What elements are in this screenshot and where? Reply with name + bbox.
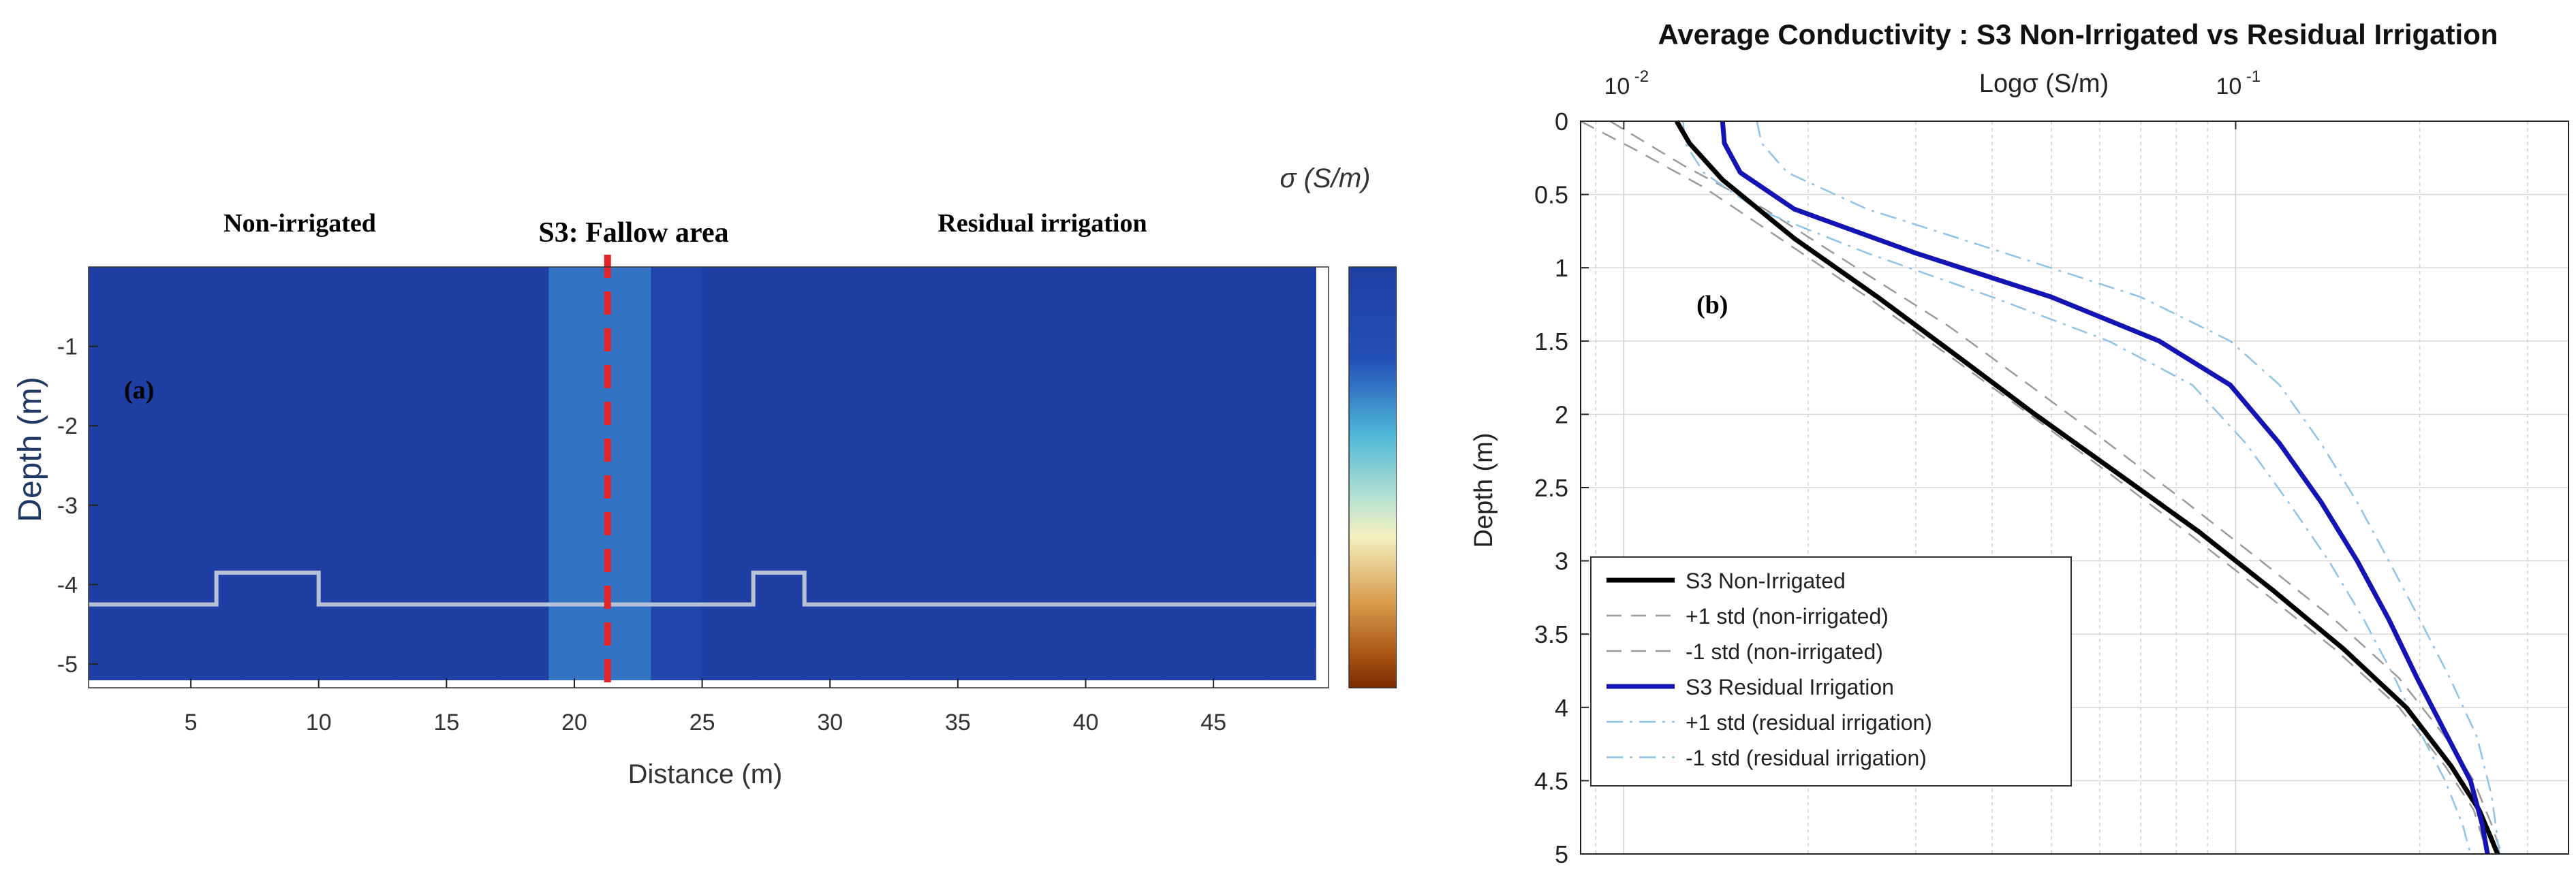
panel-b-ytick-label: 3 (1555, 548, 1568, 575)
panel-a-xtick-label: 15 (433, 710, 459, 735)
heatmap-cell (395, 267, 447, 680)
heatmap-cell (344, 267, 396, 680)
heatmap-cell (906, 267, 959, 680)
heatmap-cell (1162, 267, 1214, 680)
heatmap-cell (548, 267, 601, 680)
heatmap-cell (1264, 267, 1316, 680)
heatmap-cell (293, 267, 345, 680)
colorbar (1348, 266, 1397, 688)
panel-b-xtick-exp: -1 (2246, 67, 2261, 86)
legend-label-4: +1 std (residual irrigation) (1686, 710, 1932, 735)
panel-a-xtick-label: 45 (1200, 710, 1226, 735)
panel-a-xtick-label: 20 (561, 710, 587, 735)
heatmap-cell (191, 267, 243, 680)
panel-a-xtick-label: 5 (185, 710, 198, 735)
panel-b-ytick-label: 4.5 (1534, 767, 1568, 795)
panel-a-xtick-label: 25 (689, 710, 715, 735)
panel-b-ytick-label: 0 (1555, 108, 1568, 136)
heatmap-cells (89, 267, 1316, 680)
panel-b-panel-label: (b) (1696, 291, 1728, 319)
panel-a-ytick-label: -1 (57, 334, 78, 360)
heatmap-cell (242, 267, 294, 680)
panel-a-ytick-label: -4 (57, 572, 78, 598)
panel-b-xlabel: Logσ (S/m) (1979, 69, 2109, 98)
panel-b-ytick-label: 1.5 (1534, 328, 1568, 355)
heatmap-cell (497, 267, 550, 680)
legend-label-1: +1 std (non-irrigated) (1686, 604, 1889, 629)
panel-b-legend: S3 Non-Irrigated +1 std (non-irrigated) -1… (1590, 556, 2072, 787)
heatmap-cell (702, 267, 754, 680)
heatmap-cell (855, 267, 907, 680)
panel-a-xtick-label: 30 (817, 710, 843, 735)
panel-a-left-label: Non-irrigated (223, 209, 376, 238)
panel-a-ytick-label: -3 (57, 493, 78, 519)
panel-b-ytick-label: 2.5 (1534, 474, 1568, 502)
legend-label-0: S3 Non-Irrigated (1686, 569, 1846, 593)
panel-b-xtick-base: 10 (2216, 74, 2241, 99)
panel-a-ytick-label: -5 (57, 652, 78, 678)
legend-box (1590, 556, 2072, 787)
panel-b-ytick-label: 2 (1555, 400, 1568, 428)
legend-label-5: -1 std (residual irrigation) (1686, 746, 1927, 770)
series-line-0 (1674, 120, 2500, 855)
panel-a-plot-frame (88, 266, 1329, 688)
heatmap-cell (651, 267, 703, 680)
panel-b-ytick-label: 4 (1555, 694, 1568, 722)
panel-a-xlabel: Distance (m) (628, 759, 783, 789)
series-line-3 (1720, 121, 2490, 855)
heatmap-cell (1008, 267, 1061, 680)
heatmap-cell (1213, 267, 1265, 680)
panel-b-xtick-exp: -2 (1634, 67, 1649, 86)
panel-b-ytick-label: 1 (1555, 254, 1568, 282)
heatmap-cell (804, 267, 856, 680)
panel-a-xtick-label: 10 (306, 710, 332, 735)
heatmap-cell (140, 267, 191, 680)
colorbar-title: σ (S/m) (1280, 163, 1371, 193)
heatmap-cell (957, 267, 1010, 680)
panel-a-title: S3: Fallow area (538, 217, 728, 249)
panel-b-ylabel: Depth (m) (1470, 433, 1498, 548)
profile-line (89, 570, 1316, 607)
panel-a-right-label: Residual irrigation (937, 209, 1147, 238)
panel-a-ylabel: Depth (m) (12, 377, 48, 522)
panel-a-xtick-label: 35 (945, 710, 971, 735)
heatmap-cell (1059, 267, 1112, 680)
panel-b-title: Average Conductivity : S3 Non-Irrigated … (1658, 18, 2498, 50)
heatmap-cell (1111, 267, 1163, 680)
legend-label-3: S3 Residual Irrigation (1686, 675, 1894, 699)
profile-line-layer (89, 570, 1316, 607)
panel-b-xtick-base: 10 (1604, 74, 1630, 99)
series-line-2 (1609, 120, 2502, 855)
panel-a-heatmap-figure: 5 10 15 20 25 30 35 40 45 -1 -2 -3 -4 -5 Non-irrigate… (12, 163, 1397, 789)
panel-a-xtick-label: 40 (1073, 710, 1099, 735)
legend-label-2: -1 std (non-irrigated) (1686, 639, 1883, 664)
series-line-5 (1682, 121, 2472, 855)
panel-a-panel-label: (a) (124, 376, 154, 405)
panel-b-ytick-label: 0.5 (1534, 181, 1568, 209)
panel-a-axes: 5 10 15 20 25 30 35 40 45 -1 -2 -3 -4 -5 (57, 266, 1329, 735)
heatmap-cell (753, 267, 805, 680)
panel-b-ytick-label: 5 (1555, 840, 1568, 868)
heatmap-cell (446, 267, 499, 680)
series-line-4 (1756, 121, 2501, 855)
panel-a-ytick-label: -2 (57, 413, 78, 439)
panel-b-ytick-label: 3.5 (1534, 620, 1568, 648)
panel-b-series-layer (1580, 120, 2502, 855)
series-line-1 (1580, 120, 2489, 855)
heatmap-cell (89, 267, 140, 680)
